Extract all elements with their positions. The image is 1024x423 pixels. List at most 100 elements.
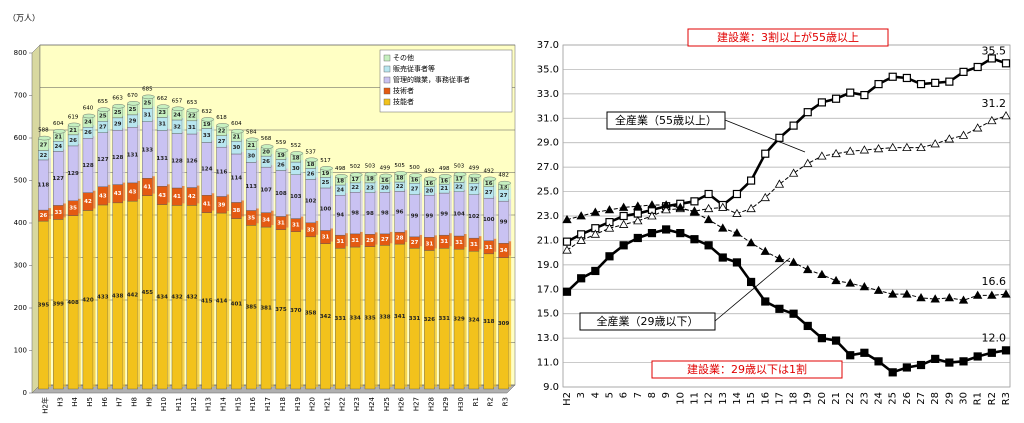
bar-top [171, 106, 185, 111]
marker [675, 202, 685, 211]
x-tick-label: 11 [689, 392, 700, 405]
segment-label: 128 [82, 163, 94, 169]
bar-side [375, 244, 378, 387]
marker [930, 139, 940, 148]
marker [689, 207, 700, 216]
marker [604, 223, 615, 232]
bar-side [63, 149, 66, 204]
bar-top [186, 108, 200, 113]
segment-label: 127 [53, 176, 65, 182]
bar-side [167, 128, 170, 185]
segment-label: 108 [275, 191, 287, 197]
bar-side [107, 130, 111, 185]
bar-side [48, 157, 51, 209]
marker [562, 287, 572, 296]
y-tick-label: 17.0 [537, 284, 559, 295]
segment-label: 28 [396, 236, 404, 242]
bar-side [464, 247, 467, 387]
x-tick-label: 12 [704, 392, 715, 405]
series-label: 全産業（55歳以上） [615, 113, 717, 127]
marker [732, 258, 742, 267]
bar-top [498, 180, 511, 186]
marker [605, 252, 614, 261]
marker [775, 304, 784, 313]
segment-label: 30 [292, 166, 300, 172]
marker [774, 253, 785, 263]
total-label: 588 [38, 128, 49, 134]
y-tick-label: 500 [14, 177, 27, 185]
segment-label: 13 [500, 184, 508, 190]
segment-label: 31 [292, 223, 300, 229]
segment-label: 433 [97, 294, 109, 300]
marker [732, 208, 742, 217]
segment-label: 24 [336, 188, 344, 194]
segment-label: 102 [468, 214, 480, 220]
bar-side [107, 119, 111, 131]
x-tick-label: H27 [413, 397, 421, 411]
bar-side [137, 102, 141, 113]
segment-label: 103 [290, 194, 302, 200]
legend-swatch [383, 54, 391, 62]
x-tick-label: H23 [353, 397, 361, 411]
segment-label: 326 [424, 317, 436, 323]
segment-label: 26 [84, 130, 92, 136]
x-tick-label: H3 [56, 397, 64, 407]
segment-label: 107 [260, 187, 272, 193]
x-tick-label: H9 [145, 397, 153, 407]
x-tick-label: 29 [944, 392, 955, 405]
segment-label: 131 [156, 156, 168, 162]
bar-top [438, 174, 452, 179]
marker [732, 189, 742, 199]
bar-side [375, 173, 378, 181]
segment-label: 98 [351, 211, 359, 217]
segment-label: 385 [245, 305, 257, 311]
bar-side [360, 231, 363, 246]
bar-side [419, 181, 423, 193]
bar-side [152, 193, 155, 387]
marker [661, 200, 671, 209]
bar-top [82, 113, 96, 119]
segment-label: 341 [394, 314, 406, 320]
y-tick-label: 800 [14, 49, 27, 57]
bar-top [231, 129, 244, 134]
marker [746, 277, 756, 287]
marker [817, 334, 827, 343]
total-label: 498 [439, 166, 450, 172]
segment-label: 41 [203, 201, 211, 207]
segment-label: 18 [292, 156, 300, 162]
bar-side [226, 211, 230, 387]
y-tick-label: 15.0 [537, 309, 559, 320]
segment-label: 43 [158, 193, 166, 199]
bar-side [419, 192, 423, 235]
x-tick-label: H12 [190, 397, 198, 411]
bar-side [271, 210, 274, 226]
bar-side [300, 152, 304, 161]
bar-side [152, 106, 155, 120]
marker [916, 293, 926, 302]
segment-label: 455 [142, 290, 154, 296]
marker [704, 189, 713, 199]
bar-side [271, 154, 274, 166]
x-tick-label: 3 [576, 392, 587, 398]
leader-line [724, 119, 806, 153]
bar-side [78, 198, 81, 214]
bar-top [364, 172, 378, 177]
segment-label: 442 [127, 293, 139, 299]
bar-side [271, 225, 274, 387]
marker [859, 145, 870, 154]
segment-label: 331 [335, 316, 347, 322]
x-tick-label: 9 [661, 392, 672, 398]
segment-label: 16 [485, 181, 493, 187]
x-tick-label: 24 [874, 392, 885, 405]
bar-side [345, 175, 348, 183]
bar-side [196, 109, 200, 119]
bar-side [478, 236, 482, 250]
marker [562, 237, 572, 246]
bar-top [394, 171, 407, 176]
bar-side [241, 200, 244, 217]
segment-label: 31 [485, 245, 493, 251]
marker [1001, 59, 1011, 68]
marker [888, 142, 898, 152]
marker [888, 289, 898, 298]
legend-label: 管理的職業，事務従事者 [393, 75, 470, 84]
